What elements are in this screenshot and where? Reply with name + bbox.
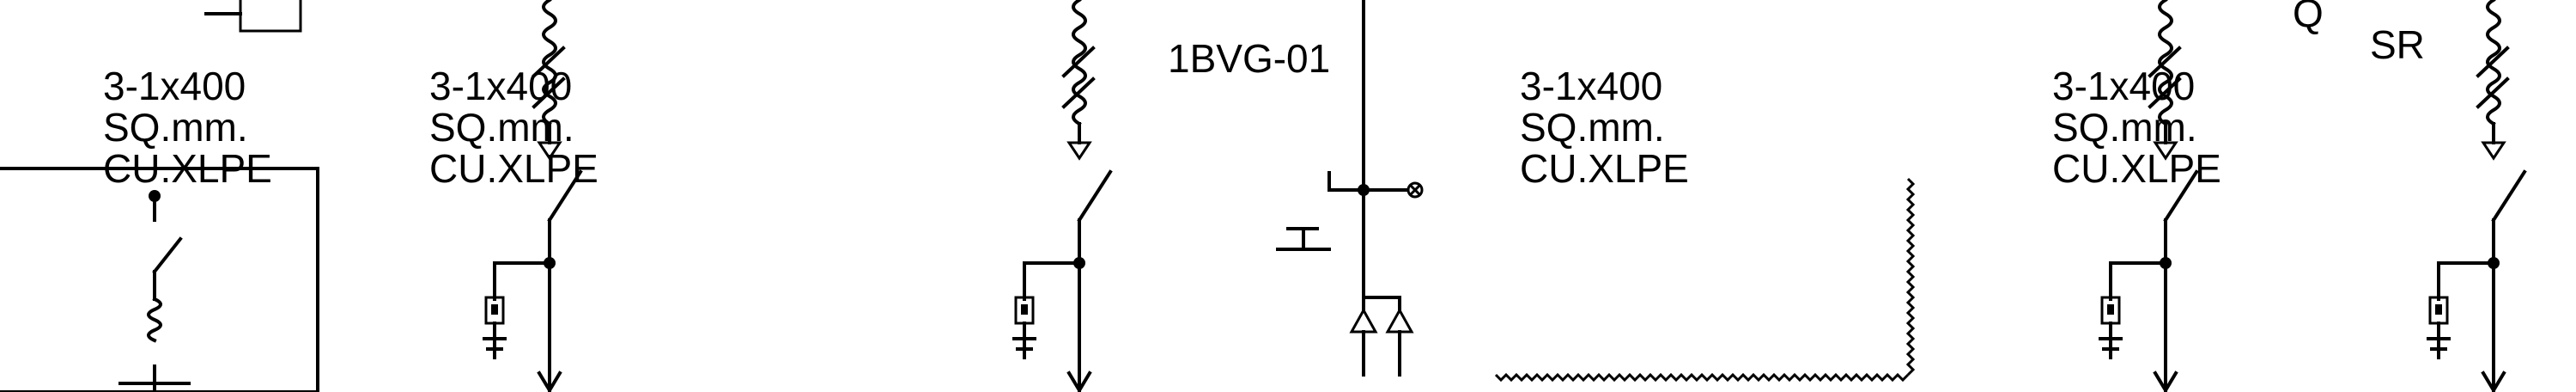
feeder-4: [483, 0, 582, 392]
cable-type-f1: CU.XLPE: [103, 146, 272, 191]
cable-size-f4: 3-1x400: [2052, 64, 2195, 108]
cable-unit-f2: SQ.mm.: [429, 105, 574, 150]
cable-type-f3: CU.XLPE: [1520, 146, 1689, 191]
cable-type-f4: CU.XLPE: [2052, 146, 2221, 191]
relay-block: [0, 0, 319, 392]
cable-type-f2: CU.XLPE: [429, 146, 598, 191]
cable-size-f2: 3-1x400: [429, 64, 572, 108]
cable-unit-f4: SQ.mm.: [2052, 105, 2197, 150]
cable-unit-f3: SQ.mm.: [1520, 105, 1665, 150]
cable-size-f1: 3-1x400: [103, 64, 246, 108]
aux-box-label: Q: [2293, 0, 2324, 35]
vt-compartment: [1276, 0, 1916, 383]
label-feeder-4: 3-1x400 SQ.mm. CU.XLPE: [2052, 64, 2221, 191]
vt-tag: 1BVG-01: [1168, 36, 1330, 81]
label-aux-box: Q: [2293, 0, 2324, 35]
label-vt: 1BVG-01: [1168, 36, 1330, 81]
label-feeder-1: 3-1x400 SQ.mm. CU.XLPE: [103, 64, 272, 191]
relay-symbol: SR: [2370, 22, 2425, 67]
cable-size-f3: 3-1x400: [1520, 64, 1662, 108]
label-feeder-2: 3-1x400 SQ.mm. CU.XLPE: [429, 64, 598, 191]
label-feeder-3: 3-1x400 SQ.mm. CU.XLPE: [1520, 64, 1689, 191]
feeder-3: [1012, 0, 1112, 392]
feeder-1: [2427, 0, 2526, 392]
feeder-2: [2099, 0, 2198, 392]
label-relay: SR: [2370, 22, 2425, 67]
cable-unit-f1: SQ.mm.: [103, 105, 248, 150]
